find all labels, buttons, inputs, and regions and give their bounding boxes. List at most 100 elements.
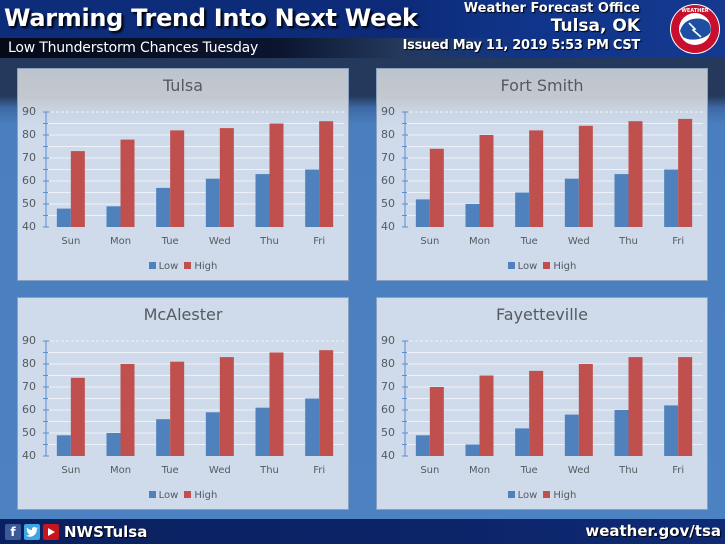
bar-low-wed	[205, 412, 220, 456]
legend-label: Low	[517, 261, 538, 272]
x-tick-label: Thu	[619, 236, 638, 247]
bar-chart-fort-smith	[402, 111, 703, 228]
x-tick-label: Sun	[420, 465, 440, 476]
y-tick-label: 90	[22, 334, 36, 347]
issued-timestamp: Issued May 11, 2019 5:53 PM CST	[402, 38, 641, 53]
bar-low-thu	[255, 174, 270, 227]
x-tick-label: Fri	[672, 236, 685, 247]
y-tick-label: 80	[22, 128, 36, 141]
y-tick-label: 90	[381, 334, 395, 347]
y-tick-label: 60	[22, 403, 36, 416]
x-tick-label: Mon	[468, 465, 491, 476]
chart-title: Fayetteville	[496, 305, 588, 324]
bar-high-sun	[429, 387, 444, 456]
chart-panel-fort-smith: Fort Smith 40 50 60 70 80 90 Sun Mon Tue Wed Thu Fri…	[376, 68, 708, 281]
nws-logo-icon: WEATHER	[669, 3, 721, 55]
facebook-icon[interactable]: f	[5, 524, 21, 540]
y-tick-label: 60	[381, 174, 395, 187]
bar-low-sun	[56, 435, 71, 456]
website-link[interactable]: weather.gov/tsa	[585, 522, 721, 540]
legend-label: High	[194, 490, 218, 501]
office-city: Tulsa, OK	[550, 16, 640, 36]
bar-low-tue	[515, 428, 530, 456]
y-tick-label: 70	[381, 151, 395, 164]
legend-item-low: Low	[148, 490, 178, 501]
bar-low-mon	[106, 433, 121, 456]
legend-label: High	[553, 490, 577, 501]
subtitle-bar	[0, 38, 400, 58]
legend-swatch-icon	[543, 261, 551, 269]
legend-item-high: High	[184, 261, 217, 272]
svg-text:WEATHER: WEATHER	[681, 8, 708, 14]
bar-high-fri	[319, 350, 334, 456]
youtube-icon[interactable]	[43, 524, 59, 540]
bar-high-mon	[120, 364, 135, 456]
y-tick-label: 80	[381, 357, 395, 370]
x-tick-label: Wed	[208, 236, 231, 247]
bar-high-thu	[628, 357, 643, 456]
y-tick-label: 40	[22, 220, 36, 233]
bar-low-sun	[415, 435, 430, 456]
x-tick-label: Sun	[420, 236, 440, 247]
bar-low-thu	[255, 407, 270, 456]
chart-legend: Low High	[18, 261, 348, 272]
legend-item-high: High	[543, 490, 576, 501]
x-tick-label: Fri	[313, 236, 326, 247]
x-tick-label: Fri	[672, 465, 685, 476]
bar-high-tue	[170, 361, 185, 456]
twitter-icon[interactable]	[24, 524, 40, 540]
bar-low-fri	[664, 405, 679, 456]
x-tick-label: Thu	[260, 236, 279, 247]
y-tick-label: 50	[381, 197, 395, 210]
x-tick-label: Thu	[619, 465, 638, 476]
bar-low-mon	[106, 206, 121, 227]
bar-low-tue	[515, 192, 530, 227]
bar-high-mon	[479, 135, 494, 227]
y-tick-label: 40	[22, 449, 36, 462]
legend-swatch-icon	[507, 490, 515, 498]
bar-high-tue	[529, 130, 544, 227]
legend-item-low: Low	[148, 261, 179, 272]
legend-label: High	[553, 261, 577, 272]
x-tick-label: Wed	[567, 236, 590, 247]
bar-low-thu	[614, 174, 629, 227]
legend-label: Low	[517, 490, 538, 501]
y-tick-label: 80	[381, 128, 395, 141]
social-handle[interactable]: NWSTulsa	[64, 523, 148, 541]
bar-high-thu	[269, 123, 284, 227]
bar-low-wed	[564, 414, 579, 456]
y-tick-label: 50	[22, 426, 36, 439]
legend-item-high: High	[184, 490, 217, 501]
chart-panel-tulsa: Tulsa 40 50 60 70 80 90 Sun Mon Tue Wed Thu Fri Low Hi…	[17, 68, 349, 281]
bar-low-sun	[56, 208, 71, 227]
x-tick-label: Fri	[313, 465, 326, 476]
legend-swatch-icon	[507, 261, 515, 269]
bar-low-wed	[205, 178, 220, 227]
x-tick-label: Tue	[520, 236, 538, 247]
chart-legend: Low High	[18, 490, 348, 501]
y-tick-label: 40	[381, 220, 395, 233]
x-tick-label: Sun	[61, 236, 81, 247]
bar-low-sun	[415, 199, 430, 227]
chart-legend: Low High	[377, 490, 707, 501]
office-label: Weather Forecast Office	[463, 1, 640, 16]
y-tick-label: 70	[22, 151, 36, 164]
bar-high-wed	[578, 364, 593, 456]
bar-chart-fayetteville	[402, 340, 703, 457]
legend-swatch-icon	[184, 490, 192, 498]
y-tick-label: 60	[381, 403, 395, 416]
y-tick-label: 90	[22, 105, 36, 118]
bar-low-wed	[564, 178, 579, 227]
x-tick-label: Sun	[61, 465, 81, 476]
x-tick-label: Wed	[208, 465, 231, 476]
footer-bar: f NWSTulsa weather.gov/tsa	[0, 519, 725, 544]
bar-high-sun	[70, 377, 85, 456]
bar-high-fri	[319, 121, 334, 227]
y-tick-label: 80	[22, 357, 36, 370]
legend-label: Low	[158, 261, 179, 272]
chart-title: Fort Smith	[500, 76, 584, 95]
bar-low-thu	[614, 410, 629, 456]
y-tick-label: 60	[22, 174, 36, 187]
x-tick-label: Mon	[109, 465, 132, 476]
page-subtitle: Low Thunderstorm Chances Tuesday	[8, 40, 259, 56]
